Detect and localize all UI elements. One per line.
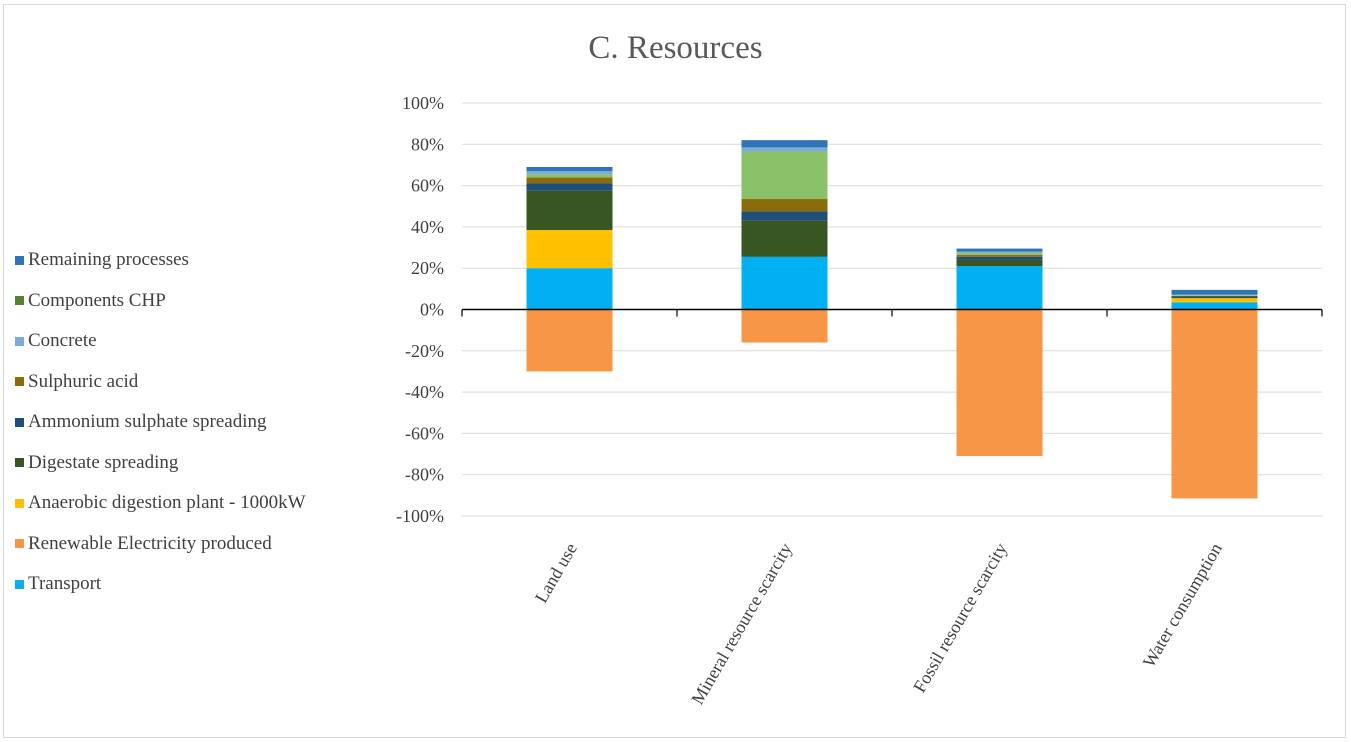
legend-swatch [15, 458, 24, 467]
bar-segment [527, 268, 613, 309]
bar-segment [742, 257, 828, 310]
bar-segment [527, 191, 613, 230]
legend-swatch [15, 580, 24, 589]
bar-segment [742, 152, 828, 199]
legend-label: Renewable Electricity produced [28, 533, 272, 555]
bar-segment [1172, 296, 1258, 297]
bar-segment [957, 255, 1043, 257]
legend-label: Sulphuric acid [28, 371, 138, 393]
bar-segment [957, 249, 1043, 252]
legend-item: Renewable Electricity produced [15, 524, 306, 565]
legend-label: Remaining processes [28, 249, 189, 271]
bar-segment [527, 174, 613, 177]
legend-item: Anaerobic digestion plant - 1000kW [15, 483, 306, 524]
bar-segment [1172, 295, 1258, 296]
y-tick-label: 0% [420, 300, 444, 320]
legend-item: Components CHP [15, 281, 306, 322]
y-tick-label: -60% [405, 423, 444, 443]
bar-segment [742, 199, 828, 211]
legend-label: Ammonium sulphate spreading [28, 411, 267, 433]
legend-swatch [15, 418, 24, 427]
bar-segment [527, 310, 613, 372]
legend-label: Transport [28, 573, 101, 595]
y-tick-label: 40% [411, 217, 444, 237]
bar-segment [957, 310, 1043, 457]
legend-label: Components CHP [28, 290, 166, 312]
legend-swatch [15, 499, 24, 508]
bar-segment [957, 266, 1043, 309]
x-tick-label: Mineral resource scarcity [687, 540, 796, 708]
legend-item: Digestate spreading [15, 443, 306, 484]
legend-swatch [15, 337, 24, 346]
legend-item: Concrete [15, 321, 306, 362]
chart-legend: Remaining processes Components CHP Concret… [15, 240, 306, 605]
bar-segment [1172, 296, 1258, 297]
bar-segment [742, 310, 828, 343]
bar-segment [957, 260, 1043, 266]
x-tick-label: Fossil resource scarcity [909, 540, 1011, 696]
bar-segment [1172, 298, 1258, 302]
legend-swatch [15, 296, 24, 305]
legend-swatch [15, 539, 24, 548]
bar-segment [957, 253, 1043, 255]
bar-segment [527, 177, 613, 183]
bar-segment [527, 230, 613, 268]
bar-segment [742, 221, 828, 257]
x-tick-label: Water consumption [1139, 540, 1226, 671]
bar-segment [742, 147, 828, 151]
bar-segment [1172, 302, 1258, 309]
legend-item: Ammonium sulphate spreading [15, 402, 306, 443]
bar-segment [742, 140, 828, 147]
bar-segment [1172, 295, 1258, 296]
bar-segment [527, 171, 613, 174]
y-tick-label: 60% [411, 176, 444, 196]
bar-segment [527, 184, 613, 191]
x-tick-label: Land use [531, 539, 581, 606]
legend-swatch [15, 377, 24, 386]
y-tick-label: -40% [405, 382, 444, 402]
y-tick-label: 80% [411, 134, 444, 154]
y-tick-label: -100% [396, 506, 444, 526]
legend-item: Remaining processes [15, 240, 306, 281]
legend-swatch [15, 256, 24, 265]
y-tick-label: -80% [405, 465, 444, 485]
y-tick-label: 20% [411, 258, 444, 278]
legend-item: Transport [15, 564, 306, 605]
bar-segment [1172, 290, 1258, 295]
bar-segment [957, 257, 1043, 260]
y-tick-label: -20% [405, 341, 444, 361]
bar-segment [742, 211, 828, 220]
bar-segment [1172, 310, 1258, 499]
legend-label: Anaerobic digestion plant - 1000kW [28, 492, 306, 514]
bar-segment [957, 252, 1043, 253]
bar-segment [1172, 298, 1258, 299]
y-tick-label: 100% [402, 93, 444, 113]
legend-item: Sulphuric acid [15, 362, 306, 403]
legend-label: Concrete [28, 330, 97, 352]
legend-label: Digestate spreading [28, 452, 178, 474]
bar-segment [527, 167, 613, 171]
